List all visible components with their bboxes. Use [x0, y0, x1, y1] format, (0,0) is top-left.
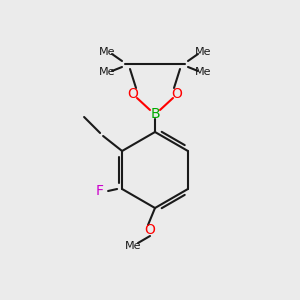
- Text: O: O: [128, 87, 138, 101]
- Text: Me: Me: [99, 47, 115, 57]
- Text: O: O: [145, 223, 155, 237]
- Text: Me: Me: [195, 67, 211, 77]
- Text: Me: Me: [99, 67, 115, 77]
- Text: B: B: [150, 107, 160, 121]
- Text: Me: Me: [125, 241, 141, 251]
- Text: F: F: [96, 184, 104, 198]
- Text: Me: Me: [195, 47, 211, 57]
- Text: O: O: [172, 87, 182, 101]
